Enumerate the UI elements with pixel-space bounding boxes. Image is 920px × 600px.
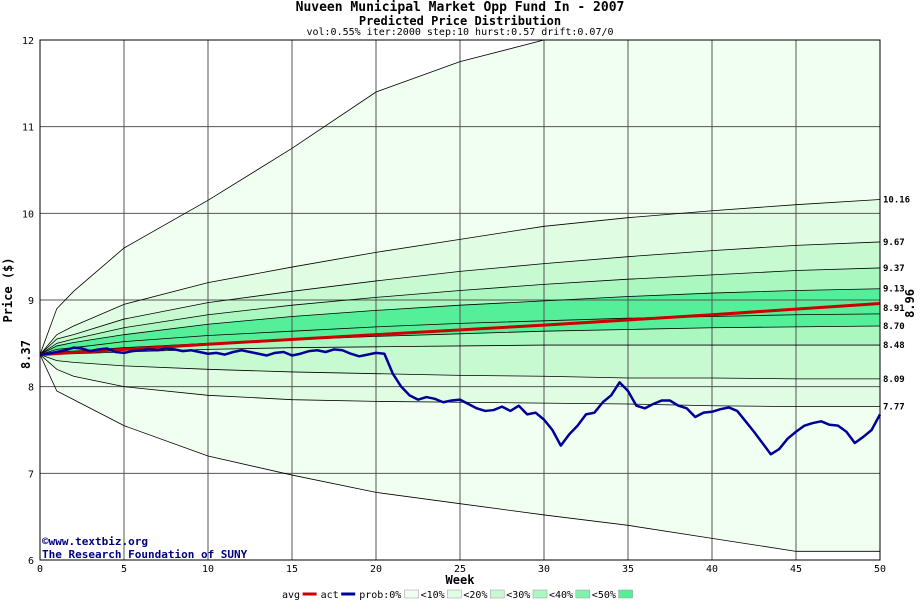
percentile-end-label: 9.37 [883,264,905,274]
chart-params: vol:0.55% iter:2000 step:10 hurst:0.57 d… [306,27,614,38]
percentile-end-label: 8.09 [883,375,905,385]
credit-url: ©www.textbiz.org [42,535,148,548]
credit-org: The Research Foundation of SUNY [42,548,248,561]
y-tick-label: 7 [28,469,34,480]
y-tick-label: 12 [22,36,34,47]
legend-label: prob:0% [359,590,401,600]
legend-label: <10% [421,590,445,600]
y-tick-label: 11 [22,123,34,134]
x-tick-label: 20 [370,564,382,575]
legend-swatch-band [618,589,633,599]
y-axis-label: Price ($) [1,257,15,322]
percentile-line [40,241,880,355]
y-tick-label: 6 [28,556,34,567]
y-tick-label: 10 [22,209,34,220]
percentile-end-label: 9.67 [883,238,905,248]
chart-subtitle: Predicted Price Distribution [358,14,562,28]
credit-block: ©www.textbiz.org The Research Foundation… [42,535,247,561]
percentile-line [40,288,880,355]
legend-label: <20% [463,590,487,600]
x-tick-label: 5 [121,564,127,575]
legend-label: avg [282,590,300,600]
percentile-line [40,199,880,355]
legend-swatch-band [404,589,419,599]
x-tick-label: 15 [286,564,298,575]
legend-label: <30% [506,590,530,600]
x-tick-label: 0 [37,564,43,575]
percentile-line [40,354,880,552]
y-tick-label: 8 [28,383,34,394]
percentile-line [40,354,880,407]
x-tick-label: 40 [706,564,718,575]
x-tick-label: 10 [202,564,214,575]
x-tick-label: 50 [874,564,886,575]
x-tick-label: 35 [622,564,634,575]
plot-border [39,39,881,561]
x-tick-label: 30 [538,564,550,575]
y-tick-label: 9 [28,296,34,307]
legend-label: act [321,590,339,600]
legend-swatch-band [447,589,462,599]
legend-swatch-band [532,589,548,599]
avg-line [39,301,881,357]
percentile-end-label: 8.91 [883,304,905,314]
chart-title: Nuveen Municipal Market Opp Fund In - 20… [295,0,625,15]
percentile-line [40,354,880,380]
percentile-end-label: 10.16 [883,195,910,205]
percentile-end-label: 9.13 [883,285,905,295]
legend-label: <40% [549,590,573,600]
end-avg-label: 8.96 [903,289,917,318]
legend-label: <50% [592,590,616,600]
percentile-end-label: 7.77 [883,403,905,413]
legend-swatch-band [489,589,505,599]
percentile-line [40,40,880,355]
percentile-end-label: 8.48 [883,341,905,351]
percentile-end-label: 8.70 [883,322,905,332]
start-price-label: 8.37 [19,340,33,369]
percentile-line [40,267,880,355]
x-tick-label: 25 [454,564,466,575]
x-tick-label: 45 [790,564,802,575]
actual-line [39,346,882,456]
x-axis-label: Week [446,573,476,587]
legend-swatch-band [575,589,591,599]
